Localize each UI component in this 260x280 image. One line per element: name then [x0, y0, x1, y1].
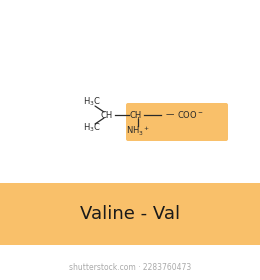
- FancyBboxPatch shape: [126, 103, 228, 141]
- Text: CH: CH: [101, 111, 113, 120]
- Text: NH$_3$$^+$: NH$_3$$^+$: [126, 124, 150, 137]
- Bar: [0, 183, 260, 245]
- Text: COO$^-$: COO$^-$: [177, 109, 203, 120]
- Text: shutterstock.com · 2283760473: shutterstock.com · 2283760473: [69, 263, 191, 272]
- Text: |: |: [136, 118, 139, 127]
- Text: H$_3$C: H$_3$C: [83, 96, 101, 108]
- Text: —: —: [166, 111, 174, 120]
- Text: Valine - Val: Valine - Val: [80, 205, 180, 223]
- Text: CH: CH: [130, 111, 142, 120]
- Text: H$_3$C: H$_3$C: [83, 122, 101, 134]
